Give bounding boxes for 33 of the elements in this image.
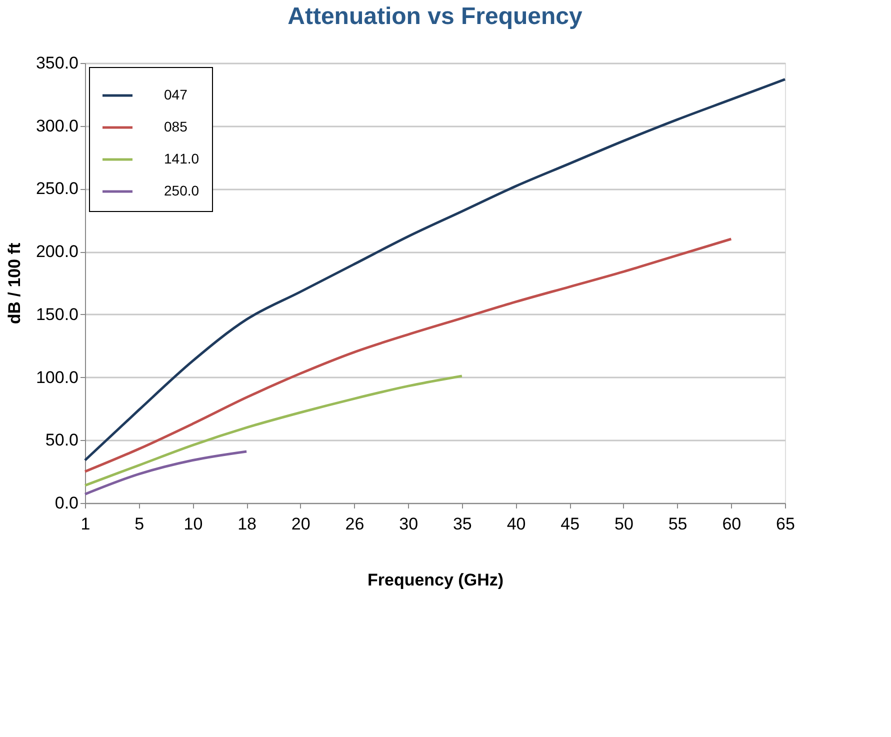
x-tick-label: 10 — [184, 514, 203, 534]
x-tick-label: 50 — [614, 514, 634, 534]
legend-label: 250.0 — [164, 182, 200, 198]
y-tick-label: 100.0 — [36, 368, 78, 387]
x-tick-label: 1 — [80, 514, 90, 534]
line-series — [84, 374, 464, 487]
x-tick-label: 55 — [668, 514, 688, 534]
chart-title: Attenuation vs Frequency — [288, 3, 584, 30]
line-series — [84, 238, 732, 473]
legend-label: 141.0 — [164, 150, 200, 166]
x-tick-label: 45 — [560, 514, 580, 534]
y-tick-label: 50.0 — [45, 430, 78, 450]
y-tick-label: 300.0 — [36, 116, 78, 136]
x-axis-title: Frequency (GHz) — [367, 570, 504, 590]
y-tick-label: 350.0 — [36, 54, 78, 72]
line-series — [84, 78, 786, 462]
y-tick-label: 250.0 — [36, 179, 78, 198]
x-tick-label: 65 — [776, 514, 795, 534]
y-tick-label: 200.0 — [36, 242, 78, 262]
x-tick-label: 40 — [506, 514, 526, 534]
x-tick-label: 18 — [238, 514, 256, 534]
line-series — [84, 450, 248, 496]
x-tick-label: 5 — [134, 514, 144, 534]
y-axis-title: dB / 100 ft — [4, 242, 24, 324]
x-tick-label: 60 — [722, 514, 742, 534]
x-tick-label: 30 — [399, 514, 418, 534]
x-tick-label: 26 — [345, 514, 364, 534]
legend-label: 085 — [164, 118, 188, 134]
x-tick-label: 35 — [452, 514, 472, 534]
y-tick-label: 0.0 — [54, 494, 78, 512]
y-tick-label: 150.0 — [36, 304, 78, 324]
legend-label: 047 — [164, 86, 188, 102]
x-tick-label: 20 — [291, 514, 310, 534]
